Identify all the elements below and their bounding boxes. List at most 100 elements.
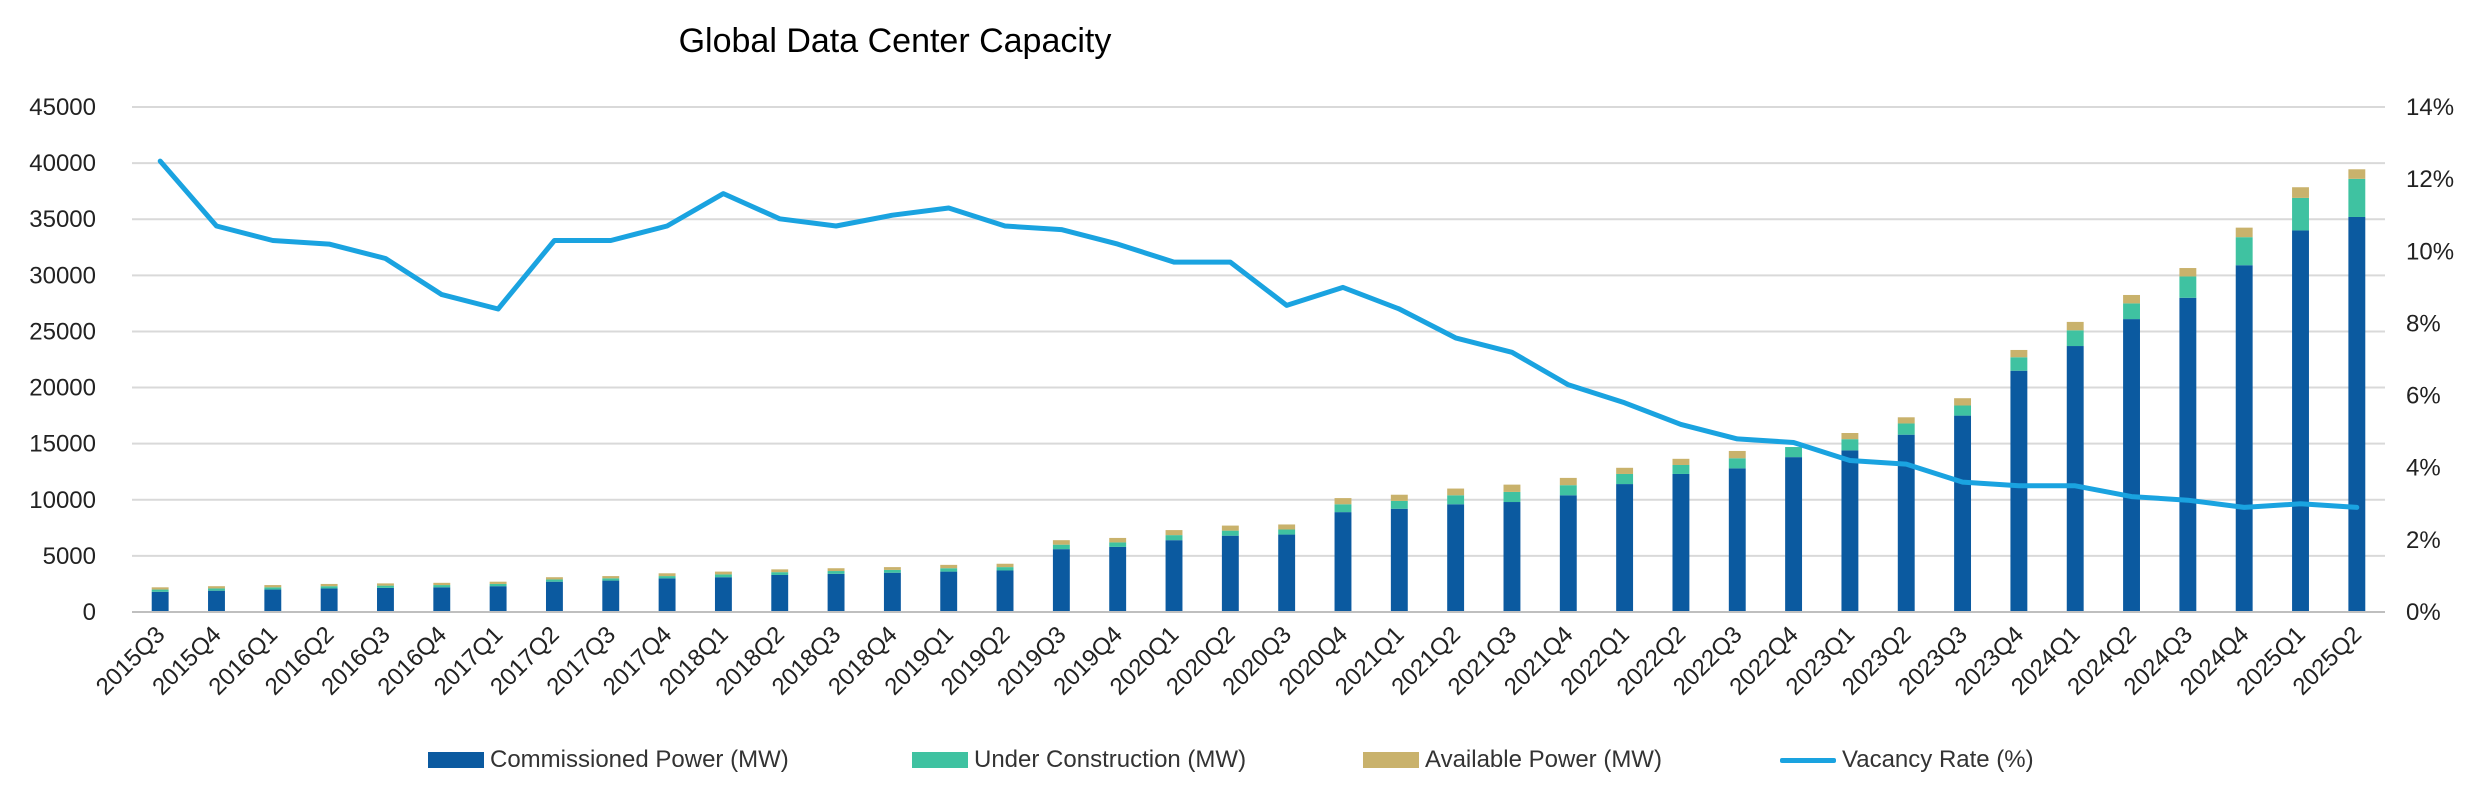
vacancy-line <box>157 158 2360 510</box>
bar-segment <box>996 570 1014 612</box>
legend-label: Available Power (MW) <box>1425 746 1662 773</box>
bar-segment <box>320 588 338 612</box>
bar-segment <box>377 583 394 586</box>
legend-label: Vacancy Rate (%) <box>1842 746 2034 773</box>
bar-segment <box>1390 508 1408 612</box>
y-tick-label: 30000 <box>29 262 96 289</box>
vacancy-rate-line <box>157 158 2360 510</box>
legend-item: Vacancy Rate (%) <box>1780 740 2034 780</box>
bar-segment <box>658 578 676 612</box>
bar-segment <box>2123 303 2140 320</box>
bar-segment <box>2235 265 2253 612</box>
bar-segment <box>1447 495 1465 505</box>
bar-segment <box>208 586 225 589</box>
bar-segment <box>545 579 563 582</box>
bar-segment <box>883 572 901 612</box>
bar-segment <box>883 567 901 570</box>
bar-segment <box>1841 433 1859 440</box>
bar-segment <box>1559 495 1577 612</box>
bar-segment <box>658 576 676 579</box>
bar-segment <box>714 574 732 578</box>
bar-segment <box>1221 530 1239 536</box>
bar-segment <box>996 563 1014 568</box>
legend-item: Available Power (MW) <box>1363 740 1662 780</box>
legend-item: Under Construction (MW) <box>912 740 1246 780</box>
bar-segment <box>1672 464 1690 474</box>
chart-title: Global Data Center Capacity <box>678 22 1112 60</box>
bar-segment <box>1390 500 1408 509</box>
y2-tick-label: 6% <box>2406 383 2441 410</box>
bar-segment <box>545 577 563 580</box>
bar-segment <box>2179 276 2197 298</box>
bar-segment <box>1278 524 1296 530</box>
bar-segment <box>1841 450 1859 612</box>
bars <box>151 169 2366 612</box>
legend-item: Commissioned Power (MW) <box>428 740 789 780</box>
y-tick-label: 15000 <box>29 431 96 458</box>
bar-segment <box>1616 473 1634 485</box>
bar-segment <box>545 581 563 612</box>
bar-segment <box>714 577 732 612</box>
legend-label: Under Construction (MW) <box>974 746 1247 773</box>
bar-segment <box>1334 498 1352 505</box>
bar-segment <box>827 573 845 612</box>
bar-segment <box>2179 297 2197 612</box>
bar-segment <box>489 583 507 587</box>
bar-segment <box>1221 525 1239 531</box>
legend: Commissioned Power (MW) Under Constructio… <box>0 740 2486 780</box>
bar-segment <box>2066 330 2084 347</box>
bar-segment <box>1559 477 1577 486</box>
bar-segment <box>771 572 789 575</box>
bar-segment <box>602 576 620 579</box>
bar-segment <box>1334 512 1352 612</box>
bar-segment <box>433 582 451 586</box>
gridlines <box>132 106 2385 557</box>
y-tick-label: 35000 <box>29 206 96 233</box>
bar-segment <box>1052 540 1070 545</box>
bar-segment <box>320 586 338 589</box>
bar-segment <box>2235 227 2253 238</box>
y2-tick-label: 12% <box>2406 166 2454 193</box>
bar-segment <box>1728 458 1746 469</box>
bar-segment <box>264 587 282 590</box>
bar-segment <box>1559 485 1577 496</box>
bar-segment <box>1165 530 1183 536</box>
bar-segment <box>377 587 394 612</box>
y2-tick-label: 14% <box>2406 94 2454 121</box>
bar-segment <box>1954 405 1972 416</box>
bar-segment <box>2066 321 2084 331</box>
bar-segment <box>2348 178 2366 217</box>
y-tick-label: 0 <box>83 599 96 626</box>
bar-segment <box>1503 484 1521 492</box>
legend-swatch <box>1363 752 1419 768</box>
bar-segment <box>1954 415 1972 612</box>
bar-segment <box>1897 434 1915 612</box>
chart-svg: 0 5000 10000 15000 20000 25000 30000 35000 40000… <box>29 94 2454 701</box>
bar-segment <box>208 590 225 612</box>
bar-segment <box>1728 450 1746 459</box>
bar-segment <box>377 585 394 588</box>
y-tick-label: 45000 <box>29 94 96 121</box>
bar-segment <box>1278 534 1296 612</box>
bar-segment <box>2292 197 2309 231</box>
bar-segment <box>2010 357 2028 371</box>
bar-segment <box>1785 457 1803 612</box>
bar-segment <box>1672 473 1690 612</box>
bar-segment <box>602 578 620 581</box>
bar-segment <box>2348 216 2366 612</box>
bar-segment <box>2010 370 2028 612</box>
legend-label: Commissioned Power (MW) <box>490 746 789 773</box>
bar-segment <box>1785 447 1803 458</box>
bar-segment <box>1052 549 1070 612</box>
bar-segment <box>827 568 845 572</box>
bar-segment <box>1616 467 1634 474</box>
y-tick-label: 20000 <box>29 375 96 402</box>
bar-segment <box>1165 540 1183 612</box>
bar-segment <box>2010 349 2028 358</box>
bar-segment <box>1728 468 1746 612</box>
bar-segment <box>1109 537 1127 543</box>
bar-segment <box>1109 542 1127 547</box>
y2-tick-label: 10% <box>2406 238 2454 265</box>
bar-segment <box>1897 417 1915 424</box>
